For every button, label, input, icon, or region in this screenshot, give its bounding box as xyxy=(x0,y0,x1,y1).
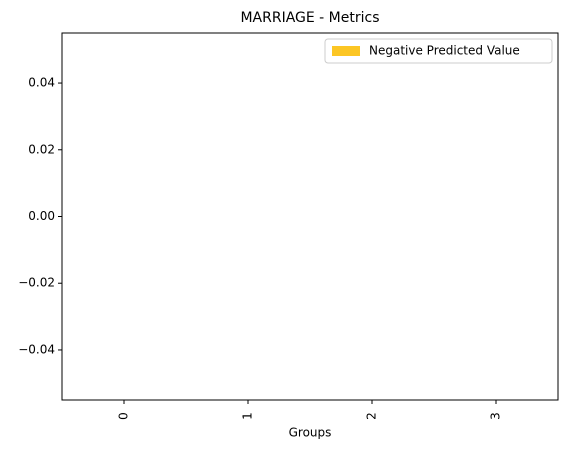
chart-title: MARRIAGE - Metrics xyxy=(240,10,379,26)
legend-box xyxy=(324,38,553,64)
x-axis-label: Groups xyxy=(289,426,332,440)
plot-frame xyxy=(61,32,559,401)
y-tick-label: −0.04 xyxy=(18,342,55,356)
y-tick-label: −0.02 xyxy=(18,276,55,290)
x-tick-label: 2 xyxy=(365,412,379,420)
x-tick-label: 1 xyxy=(241,412,255,420)
legend-label: Negative Predicted Value xyxy=(369,44,520,58)
x-tick-label: 3 xyxy=(489,412,503,420)
legend-swatch xyxy=(332,46,360,56)
x-tick-label: 0 xyxy=(117,412,131,420)
y-tick-label: 0.02 xyxy=(28,142,55,156)
y-tick-label: 0.00 xyxy=(28,209,55,223)
y-tick-label: 0.04 xyxy=(28,76,55,90)
